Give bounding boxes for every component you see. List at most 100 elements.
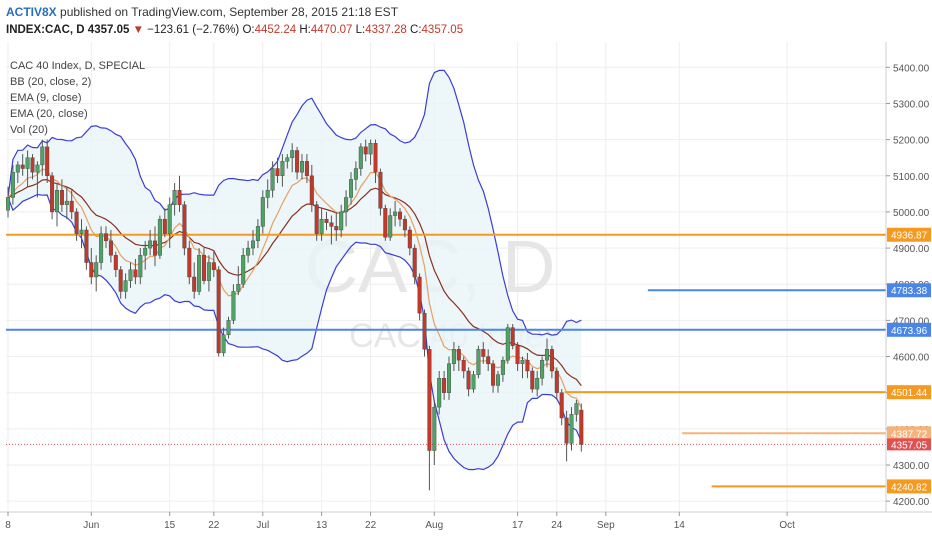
time-tick-label: Jun [83, 520, 99, 531]
candle-body [270, 168, 275, 191]
candle-body [569, 414, 574, 444]
candle-body [491, 363, 496, 386]
horizontal-levels [6, 233, 886, 488]
time-tick-label: 24 [551, 520, 563, 531]
candle-body [505, 327, 510, 361]
candle-body [99, 233, 104, 263]
time-tick-label: 13 [316, 520, 328, 531]
candle-body [64, 200, 69, 205]
close-label: C: [410, 24, 422, 36]
candle-body [388, 215, 393, 238]
time-axis[interactable]: 8 Jun 15 22 Jul 13 22 Aug 17 24 Sep 14 Oct [5, 512, 795, 531]
candle-body [5, 197, 10, 211]
price-chart[interactable]: CAC, D CAC 40 Index 4200.004300.004400.0… [0, 42, 932, 550]
candle-body [290, 150, 295, 158]
candle-body [574, 403, 579, 415]
chart-header: ACTIV8X published on TradingView.com, Se… [0, 0, 932, 42]
candle-body [260, 197, 265, 227]
candle-body [398, 211, 403, 220]
candle-body [442, 378, 447, 393]
candle-body [182, 204, 187, 249]
candle-body [103, 233, 108, 242]
level-label: 4501.44 [891, 388, 928, 399]
high-value: 4470.07 [310, 24, 353, 36]
level-label-box [887, 385, 931, 400]
candle-body [197, 255, 202, 292]
candle-body [84, 229, 89, 263]
candle-body [334, 226, 339, 231]
candle-body [500, 359, 505, 375]
bollinger-lower-band [7, 193, 582, 471]
level-label: 4783.38 [891, 286, 928, 297]
price-tick-label: 5400.00 [893, 63, 930, 74]
candle-body [300, 161, 305, 173]
candle-body [216, 269, 221, 354]
candle-body [162, 218, 167, 234]
change-value: −123.61 (−2.76%) [147, 24, 240, 36]
candle-body [211, 262, 216, 270]
candle-body [187, 247, 192, 278]
candle-body [466, 370, 471, 390]
candle-body [138, 255, 143, 278]
time-tick-label: 22 [365, 520, 377, 531]
candle-body [20, 164, 25, 169]
legend-ema9[interactable]: EMA (9, close) [10, 92, 82, 104]
candle-body [383, 208, 388, 238]
candle-body [94, 262, 99, 278]
candle-body [437, 378, 442, 408]
candle-body [496, 374, 501, 386]
candle-body [221, 334, 226, 354]
candle-body [535, 378, 540, 390]
candle-body [314, 204, 319, 234]
level-label-box [887, 426, 931, 441]
legend-ema20[interactable]: EMA (20, close) [10, 108, 88, 120]
price-tick-label: 5000.00 [893, 208, 930, 219]
candle-body [74, 211, 79, 234]
candle-body [30, 157, 35, 173]
price-tick-label: 4300.00 [893, 461, 930, 472]
candle-body [241, 255, 246, 285]
candle-body [152, 240, 157, 256]
candle-body [172, 190, 177, 205]
candle-body [349, 179, 354, 198]
candle-body [319, 218, 324, 234]
candle-body [226, 320, 231, 336]
candle-body [295, 150, 300, 173]
time-tick-label: Jul [256, 520, 269, 531]
candle-body [559, 392, 564, 419]
level-label-box [887, 322, 931, 337]
legend-vol[interactable]: Vol (20) [10, 124, 48, 136]
candle-body [177, 190, 182, 205]
price-tick-label: 4700.00 [893, 316, 930, 327]
candle-body [40, 146, 45, 166]
time-tick-label: 17 [512, 520, 524, 531]
candle-body [236, 284, 241, 292]
candle-body [540, 359, 545, 379]
candle-body [123, 280, 128, 292]
candle-body [412, 247, 417, 278]
candle-body [89, 262, 94, 278]
candle-body [344, 197, 349, 213]
legend-bb[interactable]: BB (20, close, 2) [10, 76, 92, 88]
candle-body [25, 157, 30, 169]
candle-body [549, 349, 554, 372]
candle-body [520, 359, 525, 364]
candle-body [451, 349, 456, 364]
candle-body [206, 262, 211, 281]
bollinger-upper-band [7, 69, 582, 336]
level-label-box [887, 283, 931, 298]
candle-body [128, 269, 133, 281]
level-labels: 4936.87 4783.38 4673.96 4501.44 4387.72 4240.… [887, 227, 931, 494]
ema9-line [7, 168, 582, 408]
level-label-box [887, 227, 931, 242]
candle-body [192, 276, 197, 292]
candle-body [157, 218, 162, 256]
last-price-value: 4357.05 [87, 24, 130, 36]
author-link[interactable]: ACTIV8X [6, 5, 57, 19]
candle-body [476, 349, 481, 375]
candle-body [108, 240, 113, 256]
candle-body [393, 211, 398, 216]
candle-body [378, 171, 383, 209]
indicator-legend: CAC 40 Index, D, SPECIAL BB (20, close, … [10, 58, 145, 138]
symbol-line: INDEX:CAC, D 4357.05 ▼ −123.61 (−2.76%) … [6, 24, 463, 36]
